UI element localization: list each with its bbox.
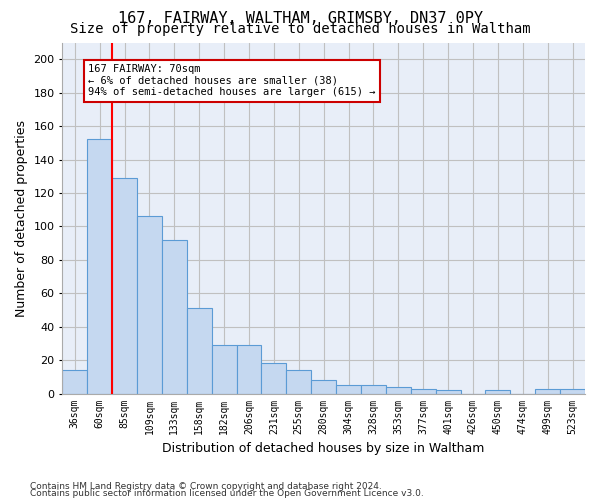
Bar <box>187 308 212 394</box>
Bar <box>386 387 411 394</box>
Text: 167, FAIRWAY, WALTHAM, GRIMSBY, DN37 0PY: 167, FAIRWAY, WALTHAM, GRIMSBY, DN37 0PY <box>118 11 482 26</box>
Bar <box>560 388 585 394</box>
Text: Contains HM Land Registry data © Crown copyright and database right 2024.: Contains HM Land Registry data © Crown c… <box>30 482 382 491</box>
Bar <box>311 380 336 394</box>
Bar <box>535 388 560 394</box>
Bar <box>137 216 162 394</box>
Bar <box>262 364 286 394</box>
Bar <box>112 178 137 394</box>
Bar <box>436 390 461 394</box>
Text: 167 FAIRWAY: 70sqm
← 6% of detached houses are smaller (38)
94% of semi-detached: 167 FAIRWAY: 70sqm ← 6% of detached hous… <box>88 64 376 98</box>
Bar <box>62 370 87 394</box>
Text: Size of property relative to detached houses in Waltham: Size of property relative to detached ho… <box>70 22 530 36</box>
Bar <box>162 240 187 394</box>
Bar <box>336 385 361 394</box>
Bar <box>485 390 511 394</box>
X-axis label: Distribution of detached houses by size in Waltham: Distribution of detached houses by size … <box>163 442 485 455</box>
Bar <box>87 140 112 394</box>
Bar <box>361 385 386 394</box>
Bar <box>236 345 262 394</box>
Bar <box>286 370 311 394</box>
Bar <box>411 388 436 394</box>
Bar <box>212 345 236 394</box>
Text: Contains public sector information licensed under the Open Government Licence v3: Contains public sector information licen… <box>30 489 424 498</box>
Y-axis label: Number of detached properties: Number of detached properties <box>15 120 28 316</box>
